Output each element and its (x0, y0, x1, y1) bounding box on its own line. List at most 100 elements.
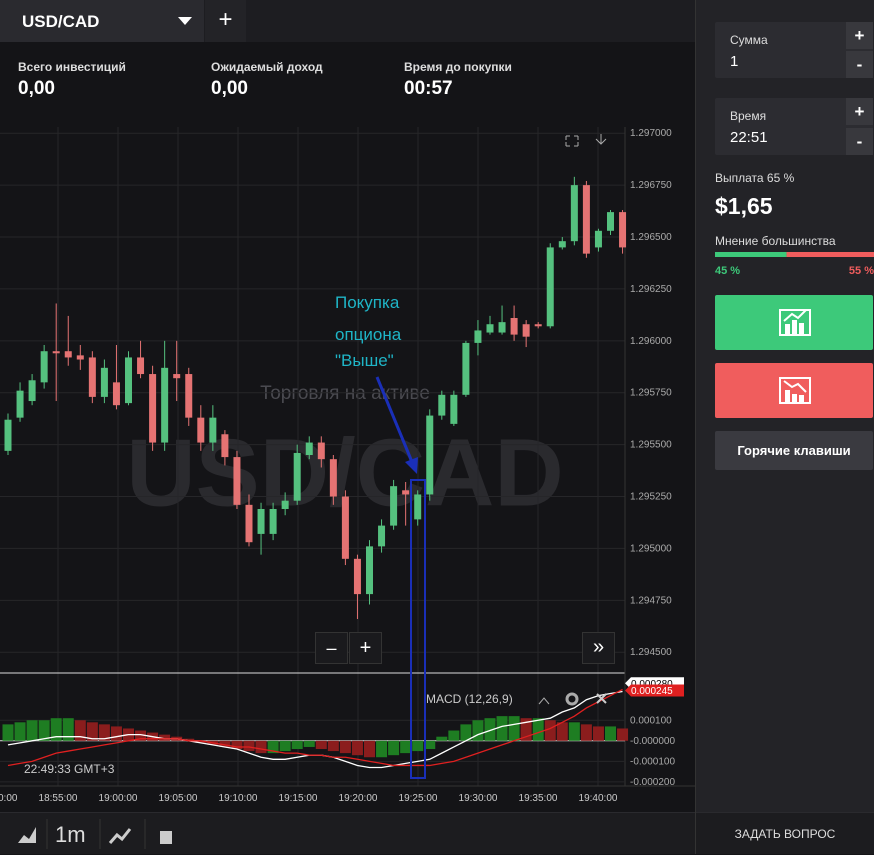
histogram-bar (267, 740, 279, 754)
plus-button[interactable]: + (846, 22, 873, 49)
histogram-bar (484, 718, 496, 741)
y-tick-label: 1.296000 (630, 336, 672, 347)
histogram-bar (255, 740, 267, 754)
histogram-bar (86, 722, 98, 741)
y-tick-label: 1.295000 (630, 543, 672, 554)
y-tick-label: 1.295500 (630, 440, 672, 451)
histogram-bar (520, 718, 532, 741)
candle-body (426, 415, 434, 495)
stat-value: 00:57 (404, 78, 453, 99)
histogram-bar (14, 722, 26, 741)
hotkeys-button[interactable]: Горячие клавиши (715, 431, 873, 470)
ask-button[interactable]: ЗАДАТЬ ВОПРОС (696, 812, 874, 854)
histogram-bar (351, 740, 363, 756)
x-tick-label: 19:00:00 (99, 793, 138, 804)
buy-down[interactable] (715, 363, 873, 418)
scroll-right[interactable]: » (582, 632, 615, 664)
y-tick-label: 1.295750 (630, 388, 672, 399)
input-label: Время (730, 109, 767, 123)
candle-body (317, 442, 325, 460)
histogram-bar (98, 724, 110, 741)
candle-body (233, 457, 241, 505)
candle-body (510, 317, 518, 335)
histogram-bar (472, 720, 484, 741)
down-icon (779, 377, 811, 404)
candle-body (76, 355, 84, 360)
candle-body (486, 324, 494, 333)
up-icon (779, 309, 811, 336)
candle-body (570, 185, 578, 242)
value-tag (625, 684, 684, 697)
buy-up[interactable] (715, 295, 873, 350)
candle-body (607, 212, 614, 231)
candle-body (474, 330, 482, 343)
candle-body (450, 394, 458, 424)
time-input[interactable]: Время 22:51 + - (715, 98, 873, 155)
histogram-bar (2, 724, 14, 741)
candle-body (293, 452, 301, 501)
histogram-bar (532, 718, 544, 741)
candle-body (329, 459, 337, 497)
stat: Время до покупки 00:57 (404, 60, 512, 100)
histogram-bar (219, 740, 231, 747)
candle-body (462, 342, 470, 395)
candle-body (378, 525, 386, 547)
candle-body (197, 417, 205, 443)
candle-body (438, 394, 446, 416)
histogram-bar (388, 740, 400, 756)
candle-body (402, 490, 410, 495)
candle-body (209, 417, 217, 443)
profit: $1,65 (715, 193, 773, 219)
zoom-out[interactable]: – (315, 632, 348, 664)
candle-body (185, 374, 193, 418)
x-tick-label: 18:50:00 (0, 793, 18, 804)
candle-body (112, 382, 120, 406)
candle-body (305, 442, 313, 456)
candle-body (269, 508, 277, 534)
sentiment: 45 % 55 % (715, 252, 874, 277)
y-tick-label: 1.296750 (630, 180, 672, 191)
tool-icons (18, 819, 172, 849)
stat: Всего инвестиций 0,00 (18, 60, 126, 100)
candle-body (353, 558, 361, 595)
indicator-title: MACD (12,26,9) (426, 692, 513, 706)
histogram-bar (376, 740, 388, 758)
input-value: 1 (730, 53, 739, 70)
candle-body (52, 351, 60, 354)
histogram-bar (159, 734, 171, 741)
zoom-in[interactable]: + (349, 632, 382, 664)
asset-tab[interactable]: USD/CAD (0, 0, 204, 42)
histogram-bar (400, 740, 412, 754)
x-tick-label: 19:10:00 (219, 793, 258, 804)
candle-body (173, 374, 181, 379)
histogram-bar (195, 740, 207, 743)
x-tick-label: 19:25:00 (399, 793, 438, 804)
stat-value: 0,00 (211, 78, 248, 99)
sentiment-bar (715, 252, 787, 257)
y-tick-label: 1.295250 (630, 492, 672, 503)
sentiment-bar (786, 252, 874, 257)
minus-button[interactable]: - (846, 128, 873, 155)
y-tick-label: 1.296500 (630, 232, 672, 243)
x-tick-label: 19:20:00 (339, 793, 378, 804)
sentiment-label: 45 % (715, 265, 740, 277)
histogram-bar (110, 726, 122, 741)
candle-body (366, 546, 373, 595)
histogram-bar (50, 718, 62, 741)
histogram-bar (303, 740, 315, 747)
histogram-bar (74, 720, 86, 741)
y-tick-label: 1.294750 (630, 595, 672, 606)
histogram-bar (592, 726, 604, 741)
sentiment-label: 55 % (849, 265, 874, 277)
interval[interactable]: 1m (55, 822, 86, 847)
amount-input[interactable]: Сумма 1 + - (715, 22, 873, 78)
candle-body (582, 185, 590, 254)
histogram-bar (339, 740, 351, 754)
add-tab[interactable]: + (205, 0, 246, 42)
minus-button[interactable]: - (846, 51, 873, 78)
value-tag-label: 0.000245 (631, 686, 673, 697)
plus-button[interactable]: + (846, 98, 873, 125)
histogram-bar (243, 740, 255, 752)
histogram-bar (315, 740, 327, 750)
